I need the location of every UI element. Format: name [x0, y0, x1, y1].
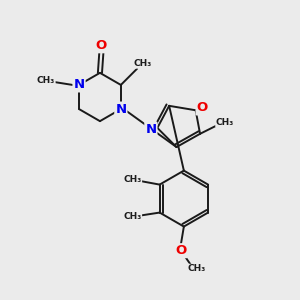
Text: N: N: [115, 103, 126, 116]
Text: CH₃: CH₃: [188, 265, 206, 274]
Text: CH₃: CH₃: [134, 59, 152, 68]
Text: O: O: [196, 101, 208, 114]
Text: O: O: [175, 244, 187, 257]
Text: N: N: [74, 78, 85, 92]
Text: CH₃: CH₃: [37, 76, 55, 85]
Text: CH₃: CH₃: [123, 212, 141, 221]
Text: CH₃: CH₃: [123, 175, 141, 184]
Text: N: N: [145, 123, 156, 136]
Text: CH₃: CH₃: [216, 118, 234, 127]
Text: O: O: [96, 39, 107, 52]
